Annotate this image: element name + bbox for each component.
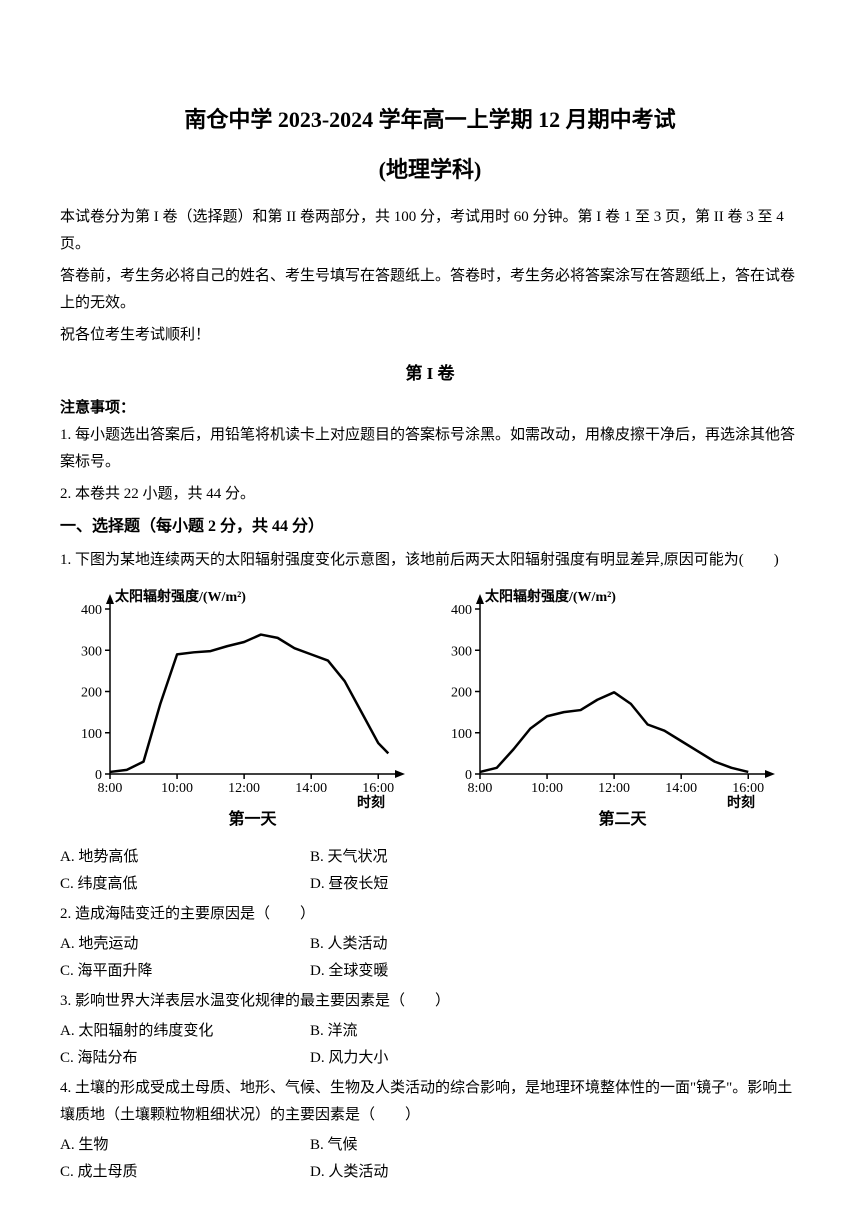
chart2-svg: 01002003004008:0010:0012:0014:0016:00太阳辐… [430, 584, 780, 829]
svg-text:16:00: 16:00 [362, 781, 394, 796]
svg-text:12:00: 12:00 [598, 781, 630, 796]
q2-option-c: C. 海平面升降 [60, 958, 310, 985]
q1-options-row2: C. 纬度高低 D. 昼夜长短 [60, 871, 800, 898]
svg-text:100: 100 [451, 726, 472, 741]
svg-text:8:00: 8:00 [98, 781, 123, 796]
svg-text:10:00: 10:00 [531, 781, 563, 796]
notice2: 2. 本卷共 22 小题，共 44 分。 [60, 481, 800, 508]
q2-option-b: B. 人类活动 [310, 931, 800, 958]
notice-header: 注意事项： [60, 395, 800, 422]
svg-text:太阳辐射强度/(W/m²): 太阳辐射强度/(W/m²) [485, 588, 616, 605]
q1-option-a: A. 地势高低 [60, 844, 310, 871]
svg-text:14:00: 14:00 [665, 781, 697, 796]
q4-options-row2: C. 成土母质 D. 人类活动 [60, 1159, 800, 1186]
chart2-wrapper: 01002003004008:0010:0012:0014:0016:00太阳辐… [430, 584, 780, 839]
svg-text:400: 400 [451, 603, 472, 618]
svg-text:300: 300 [451, 644, 472, 659]
q1-options-row1: A. 地势高低 B. 天气状况 [60, 844, 800, 871]
q1-option-c: C. 纬度高低 [60, 871, 310, 898]
chart1-wrapper: 01002003004008:0010:0012:0014:0016:00太阳辐… [60, 584, 410, 839]
svg-text:10:00: 10:00 [161, 781, 193, 796]
q3-options-row2: C. 海陆分布 D. 风力大小 [60, 1045, 800, 1072]
q1-option-b: B. 天气状况 [310, 844, 800, 871]
q4-option-a: A. 生物 [60, 1132, 310, 1159]
svg-text:太阳辐射强度/(W/m²): 太阳辐射强度/(W/m²) [115, 588, 246, 605]
q3-option-c: C. 海陆分布 [60, 1045, 310, 1072]
svg-text:第一天: 第一天 [228, 809, 277, 828]
q4-text: 4. 土壤的形成受成土母质、地形、气候、生物及人类活动的综合影响，是地理环境整体… [60, 1075, 800, 1129]
page-subtitle: (地理学科) [60, 150, 800, 190]
svg-text:12:00: 12:00 [228, 781, 260, 796]
q2-option-d: D. 全球变暖 [310, 958, 800, 985]
q3-text: 3. 影响世界大洋表层水温变化规律的最主要因素是（ ） [60, 988, 800, 1015]
q3-option-b: B. 洋流 [310, 1018, 800, 1045]
q3-options-row1: A. 太阳辐射的纬度变化 B. 洋流 [60, 1018, 800, 1045]
q4-option-c: C. 成土母质 [60, 1159, 310, 1186]
charts-container: 01002003004008:0010:0012:0014:0016:00太阳辐… [60, 584, 800, 839]
q4-option-b: B. 气候 [310, 1132, 800, 1159]
q1-option-d: D. 昼夜长短 [310, 871, 800, 898]
svg-text:第二天: 第二天 [598, 809, 647, 828]
svg-text:14:00: 14:00 [295, 781, 327, 796]
q3-option-a: A. 太阳辐射的纬度变化 [60, 1018, 310, 1045]
part1-title: 第 I 卷 [60, 359, 800, 390]
q1-text: 1. 下图为某地连续两天的太阳辐射强度变化示意图，该地前后两天太阳辐射强度有明显… [60, 547, 800, 574]
q4-options-row1: A. 生物 B. 气候 [60, 1132, 800, 1159]
q2-option-a: A. 地壳运动 [60, 931, 310, 958]
page-title: 南仓中学 2023-2024 学年高一上学期 12 月期中考试 [60, 100, 800, 140]
q2-text: 2. 造成海陆变迁的主要原因是（ ） [60, 901, 800, 928]
q2-options-row1: A. 地壳运动 B. 人类活动 [60, 931, 800, 958]
q3-option-d: D. 风力大小 [310, 1045, 800, 1072]
q2-options-row2: C. 海平面升降 D. 全球变暖 [60, 958, 800, 985]
svg-text:8:00: 8:00 [468, 781, 493, 796]
svg-text:200: 200 [451, 685, 472, 700]
svg-text:400: 400 [81, 603, 102, 618]
svg-text:300: 300 [81, 644, 102, 659]
intro-line3: 祝各位考生考试顺利！ [60, 322, 800, 349]
svg-text:200: 200 [81, 685, 102, 700]
notice1: 1. 每小题选出答案后，用铅笔将机读卡上对应题目的答案标号涂黑。如需改动，用橡皮… [60, 422, 800, 476]
chart1-svg: 01002003004008:0010:0012:0014:0016:00太阳辐… [60, 584, 410, 829]
intro-line2: 答卷前，考生务必将自己的姓名、考生号填写在答题纸上。答卷时，考生务必将答案涂写在… [60, 263, 800, 317]
svg-text:16:00: 16:00 [732, 781, 764, 796]
svg-text:时刻: 时刻 [727, 794, 755, 811]
intro-line1: 本试卷分为第 I 卷（选择题）和第 II 卷两部分，共 100 分，考试用时 6… [60, 204, 800, 258]
svg-text:100: 100 [81, 726, 102, 741]
svg-text:时刻: 时刻 [357, 794, 385, 811]
section1-header: 一、选择题（每小题 2 分，共 44 分） [60, 513, 800, 542]
q4-option-d: D. 人类活动 [310, 1159, 800, 1186]
